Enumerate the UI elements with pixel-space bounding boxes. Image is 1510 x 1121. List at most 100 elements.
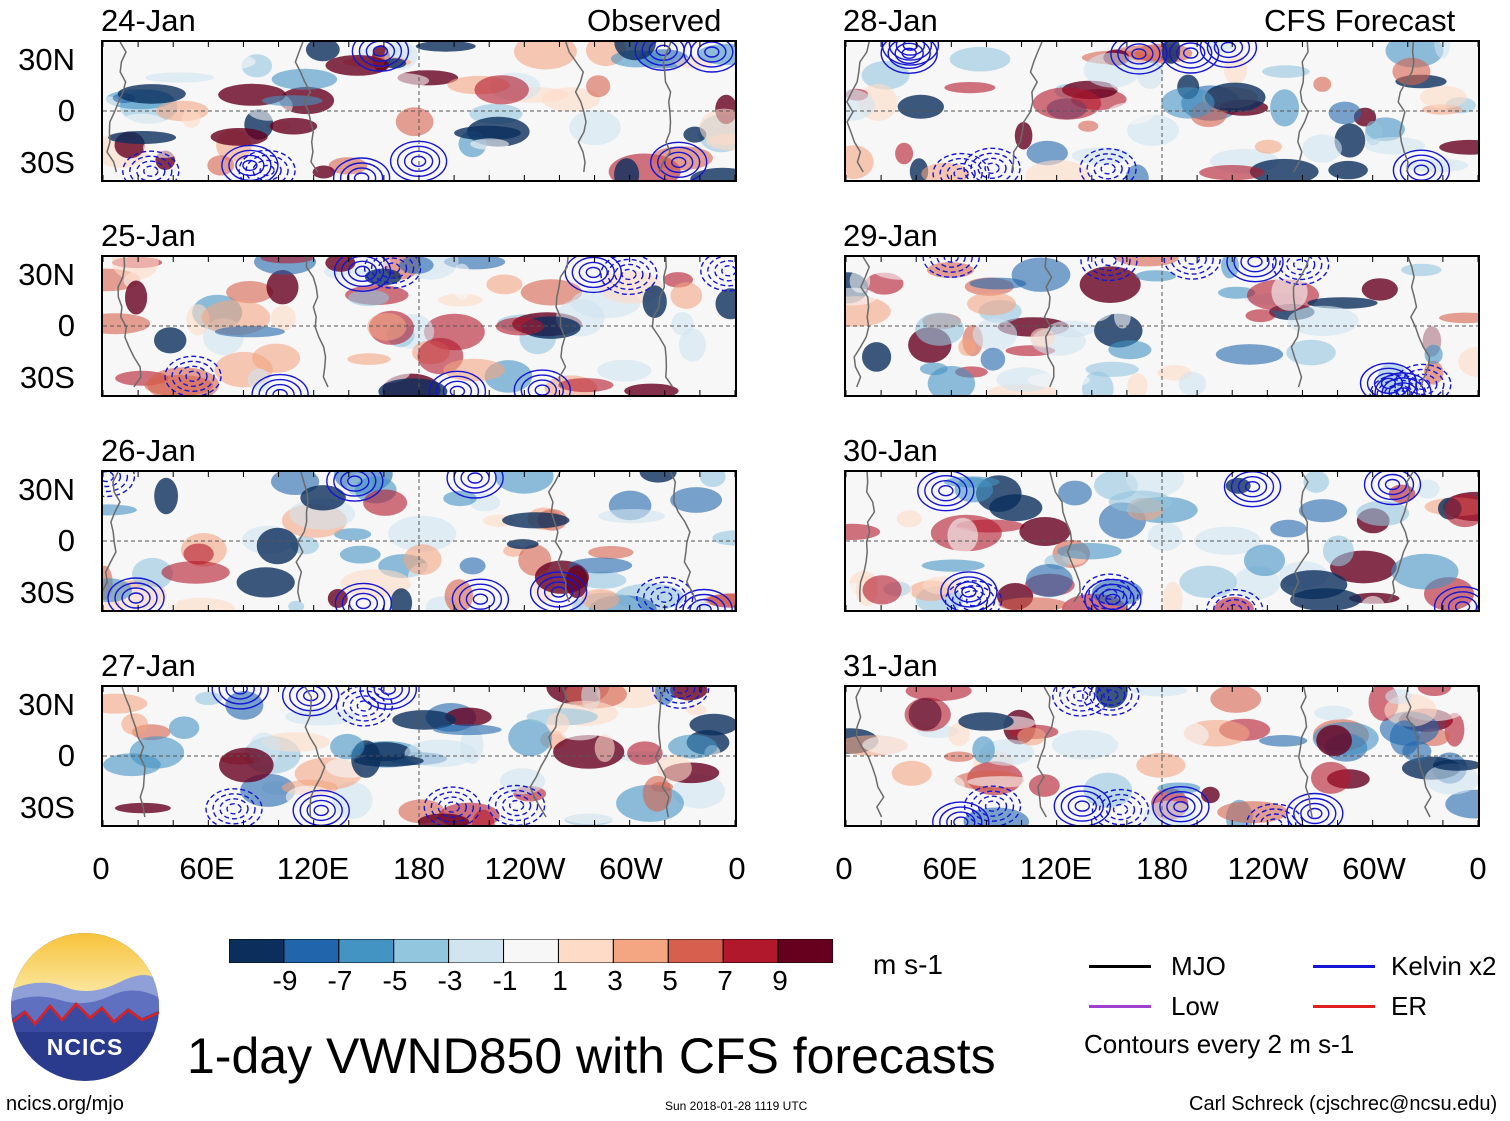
kelvin-contour xyxy=(449,385,466,395)
colorbar-swatch xyxy=(283,938,340,964)
kelvin-contour xyxy=(1066,687,1096,707)
colorbar xyxy=(228,938,834,964)
anomaly-patch xyxy=(1027,372,1091,388)
kelvin-contour xyxy=(1286,257,1316,276)
anomaly-patch xyxy=(905,687,972,701)
panel-title-28-jan: 28-Jan xyxy=(843,3,938,38)
anomaly-patch xyxy=(972,318,1018,351)
kelvin-contour xyxy=(659,687,703,704)
kelvin-contour xyxy=(346,167,377,180)
footer-url[interactable]: ncics.org/mjo xyxy=(6,1093,124,1115)
kelvin-contour xyxy=(1060,790,1105,822)
anomaly-patch xyxy=(1303,472,1329,493)
kelvin-contour xyxy=(1110,42,1168,75)
kelvin-contour xyxy=(650,141,708,180)
anomaly-patch xyxy=(1162,581,1183,610)
anomaly-patch xyxy=(1328,160,1368,180)
kelvin-contour xyxy=(380,687,396,695)
kelvin-contour xyxy=(347,260,378,283)
kelvin-contour xyxy=(501,794,532,817)
anomaly-patch xyxy=(300,485,346,511)
anomaly-patch xyxy=(443,490,477,507)
kelvin-contour xyxy=(334,582,393,610)
anomaly-patch xyxy=(395,107,434,137)
kelvin-contour xyxy=(342,690,386,722)
kelvin-contour xyxy=(1206,589,1264,610)
anomaly-patch xyxy=(670,282,703,309)
ncics-logo[interactable]: NCICS xyxy=(10,932,160,1082)
lon-tick-0-end: 0 xyxy=(728,851,746,886)
kelvin-contour xyxy=(1152,786,1210,825)
anomaly-patch xyxy=(454,125,521,141)
kelvin-contour xyxy=(1272,257,1330,286)
anomaly-patch xyxy=(1043,304,1102,319)
anomaly-patch xyxy=(949,46,1011,72)
kelvin-contour xyxy=(697,42,727,63)
legend-label-kelvin: Kelvin x2 xyxy=(1391,951,1497,981)
anomaly-patch xyxy=(1083,52,1141,88)
kelvin-contour xyxy=(664,151,694,174)
anomaly-patch xyxy=(861,61,910,90)
coastline xyxy=(853,257,871,388)
anomaly-patch xyxy=(864,795,904,825)
anomaly-patch xyxy=(1224,54,1247,85)
coastline xyxy=(565,42,587,173)
anomaly-patch xyxy=(944,751,974,762)
kelvin-contour xyxy=(373,687,403,700)
anomaly-patch xyxy=(699,108,735,146)
kelvin-contour xyxy=(458,583,503,610)
kelvin-contour xyxy=(1286,792,1344,825)
coastline xyxy=(846,42,870,173)
anomaly-patch xyxy=(862,575,902,605)
kelvin-contour xyxy=(721,265,735,277)
anomaly-patch xyxy=(182,108,201,128)
kelvin-contour xyxy=(943,257,959,263)
anomaly-patch xyxy=(103,753,161,777)
anomaly-patch xyxy=(262,95,323,107)
kelvin-contour xyxy=(1399,154,1444,180)
kelvin-contour xyxy=(1052,687,1110,717)
kelvin-contour xyxy=(1105,593,1121,606)
coastline xyxy=(1036,687,1055,818)
kelvin-contour xyxy=(251,373,309,395)
kelvin-contour xyxy=(1369,374,1427,395)
anomaly-patch xyxy=(1028,774,1060,797)
anomaly-patch xyxy=(703,594,735,607)
kelvin-contour xyxy=(299,794,343,825)
kelvin-contour xyxy=(1105,798,1136,821)
anomaly-patch xyxy=(195,691,222,706)
anomaly-patch xyxy=(348,362,410,384)
kelvin-contour xyxy=(1370,472,1415,501)
kelvin-contour xyxy=(1237,475,1268,498)
anomaly-patch xyxy=(354,755,424,767)
kelvin-contour xyxy=(1240,257,1270,273)
coastline xyxy=(295,472,309,603)
lon-tick-0: 0 xyxy=(835,851,853,886)
anomaly-patch xyxy=(1280,570,1348,600)
map-panel-25-jan xyxy=(101,255,737,397)
anomaly-patch xyxy=(1360,596,1386,610)
kelvin-contour xyxy=(353,172,370,180)
anomaly-patch xyxy=(327,589,348,608)
anomaly-patch xyxy=(849,269,871,293)
anomaly-patch xyxy=(1017,727,1046,746)
colorbar-label: -9 xyxy=(272,965,298,996)
kelvin-contour xyxy=(1374,372,1432,395)
anomaly-patch xyxy=(882,518,937,551)
anomaly-patch xyxy=(103,313,151,335)
coastline xyxy=(121,687,146,818)
anomaly-patch xyxy=(895,142,914,165)
kelvin-contour xyxy=(1213,594,1257,610)
kelvin-contour xyxy=(1279,257,1323,281)
anomaly-patch xyxy=(1444,494,1478,528)
anomaly-patch xyxy=(1356,500,1410,526)
kelvin-contour xyxy=(1223,472,1282,508)
anomaly-patch xyxy=(325,55,390,76)
kelvin-contour xyxy=(128,592,144,604)
wind-anomaly-field xyxy=(103,257,735,395)
coastline xyxy=(294,42,319,173)
kelvin-contour xyxy=(339,162,384,180)
anomaly-patch xyxy=(1032,87,1102,120)
kelvin-contour xyxy=(1101,257,1117,267)
lat-tick-0: 0 xyxy=(57,308,75,343)
